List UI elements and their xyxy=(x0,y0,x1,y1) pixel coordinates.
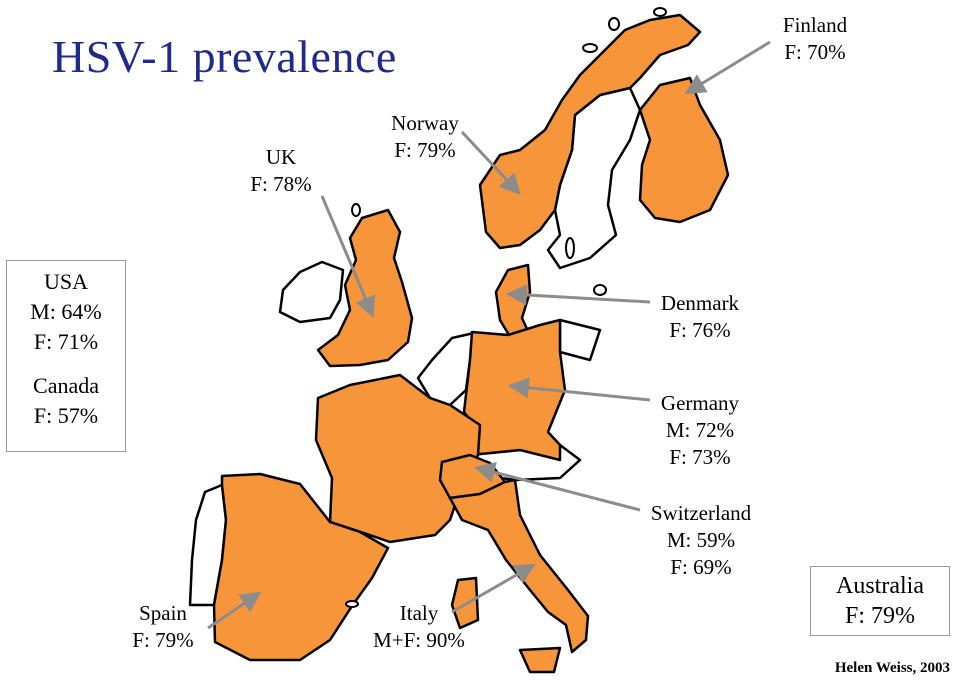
australia-box: Australia F: 79% xyxy=(810,566,950,636)
arrow-norway xyxy=(460,130,521,196)
uk-shape xyxy=(316,208,414,368)
italy-name: Italy xyxy=(399,601,439,625)
spain-label: Spain F: 79% xyxy=(118,600,208,654)
spain-name: Spain xyxy=(139,601,187,625)
usa-name: USA xyxy=(43,269,88,294)
usa-value-f: F: 71% xyxy=(33,329,99,354)
denmark-value: F: 76% xyxy=(669,318,731,342)
canada-name: Canada xyxy=(33,373,99,398)
italy-value: M+F: 90% xyxy=(373,628,465,652)
arrow-uk xyxy=(320,195,376,318)
norway-name: Norway xyxy=(391,111,459,135)
finland-name: Finland xyxy=(782,13,848,37)
sicily-shape xyxy=(518,646,562,674)
switzerland-value-f: F: 69% xyxy=(670,555,732,579)
box-spacer xyxy=(7,357,125,371)
arrow-denmark xyxy=(505,284,651,306)
island-north-2-shape xyxy=(608,17,620,31)
arrow-finland xyxy=(684,40,771,95)
usa-value-m: M: 64% xyxy=(30,299,102,324)
spain-value: F: 79% xyxy=(132,628,194,652)
uk-value: F: 78% xyxy=(250,172,312,196)
credit-text: Helen Weiss, 2003 xyxy=(834,660,950,676)
germany-name: Germany xyxy=(660,391,740,415)
finland-value: F: 70% xyxy=(784,40,846,64)
norway-shape xyxy=(478,13,702,250)
australia-name: Australia xyxy=(836,573,924,599)
island-shetland-shape xyxy=(351,203,361,217)
map-title: HSV-1 prevalence xyxy=(52,31,397,82)
ireland-shape xyxy=(278,260,345,324)
arrow-germany xyxy=(507,377,651,402)
arrow-spain xyxy=(207,591,262,630)
switzerland-label: Switzerland M: 59% F: 69% xyxy=(636,500,766,581)
uk-label: UK F: 78% xyxy=(238,144,324,198)
island-baltic-2-shape xyxy=(565,237,575,259)
usa-canada-box: USA M: 64% F: 71% Canada F: 57% xyxy=(6,260,126,452)
arrow-italy xyxy=(451,563,536,614)
uk-name: UK xyxy=(265,145,297,169)
norway-value: F: 79% xyxy=(394,138,456,162)
australia-value: F: 79% xyxy=(844,603,915,629)
poland-edge-shape xyxy=(558,318,602,362)
island-north-3-shape xyxy=(653,7,667,17)
spain-shape xyxy=(212,472,390,662)
canada-value: F: 57% xyxy=(33,403,99,428)
norway-label: Norway F: 79% xyxy=(378,110,472,164)
switzerland-value-m: M: 59% xyxy=(666,528,736,552)
switzerland-name: Switzerland xyxy=(650,501,752,525)
denmark-label: Denmark F: 76% xyxy=(650,290,750,344)
germany-value-f: F: 73% xyxy=(669,445,731,469)
arrow-switzerland xyxy=(473,462,641,512)
island-north-1-shape xyxy=(582,43,598,53)
italy-label: Italy M+F: 90% xyxy=(362,600,476,654)
germany-value-m: M: 72% xyxy=(665,418,735,442)
finland-label: Finland F: 70% xyxy=(772,12,858,66)
germany-label: Germany M: 72% F: 73% xyxy=(648,390,752,471)
denmark-name: Denmark xyxy=(660,291,740,315)
island-baltic-1-shape xyxy=(593,284,607,296)
island-balearic-shape xyxy=(345,600,359,608)
finland-shape xyxy=(638,76,730,224)
